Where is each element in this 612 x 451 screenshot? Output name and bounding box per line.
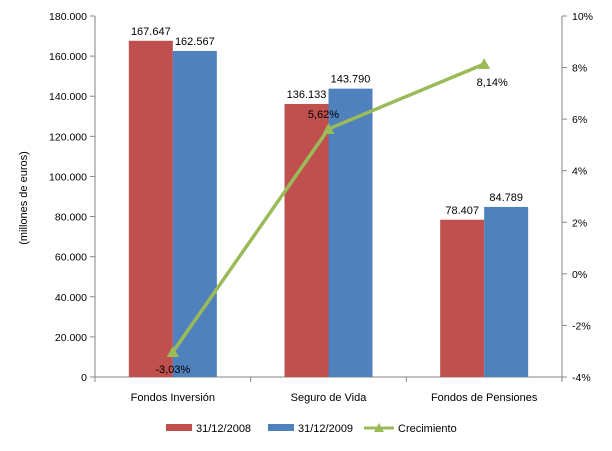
bar — [172, 50, 217, 377]
y-axis-right-tick-label: 8% — [572, 63, 587, 75]
y-axis-left-tick-label: 80.000 — [55, 212, 87, 224]
y-axis-left-tick-label: 0 — [81, 372, 87, 384]
bar-value-label: 84.789 — [489, 192, 523, 204]
y-axis-right: -4% -2% 0% 2% 4% 6% 8% 10% — [561, 11, 593, 384]
x-axis-tick-label: Fondos de Pensiones — [431, 392, 538, 404]
growth-value-label: -3,03% — [155, 364, 190, 376]
growth-point — [166, 345, 179, 357]
x-axis-tick-label: Fondos Inversión — [131, 392, 215, 404]
y-axis-right-tick-label: 6% — [572, 114, 587, 126]
bar — [128, 40, 173, 377]
y-axis-left-tick-label: 20.000 — [55, 332, 87, 344]
y-axis-left-tick-label: 140.000 — [49, 91, 87, 103]
legend-item: 31/12/2009 — [268, 423, 353, 435]
legend-item: Crecimiento — [364, 423, 457, 435]
x-axis-tick-label: Seguro de Vida — [291, 392, 368, 404]
growth-point — [478, 57, 491, 69]
legend-label: 31/12/2009 — [298, 423, 353, 435]
bar-value-label: 162.567 — [175, 36, 215, 48]
bars — [128, 40, 529, 378]
x-axis: Fondos Inversión Seguro de Vida Fondos de … — [94, 376, 563, 404]
growth-value-label: 5,62% — [308, 109, 339, 121]
bar — [284, 103, 329, 377]
y-axis-right-tick-label: -2% — [572, 320, 591, 332]
y-axis-left-tick-label: 160.000 — [49, 51, 87, 63]
bar — [440, 219, 485, 377]
bar-value-label: 136.133 — [287, 89, 327, 101]
y-axis-right-tick-label: 2% — [572, 217, 587, 229]
growth-value-label: 8,14% — [477, 77, 508, 89]
legend-swatch — [166, 424, 192, 431]
y-axis-left-tick-label: 40.000 — [55, 292, 87, 304]
y-axis-left-tick-label: 120.000 — [49, 131, 87, 143]
legend-swatch — [268, 424, 294, 431]
y-axis-left: 0 20.000 40.000 60.000 80.000 100.000 120.000 1… — [49, 11, 96, 384]
y-axis-title: (millones de euros) — [18, 151, 30, 245]
y-axis-left-tick-label: 60.000 — [55, 252, 87, 264]
bar — [484, 206, 529, 377]
bar — [328, 88, 373, 378]
y-axis-right-tick-label: 4% — [572, 166, 587, 178]
legend: 31/12/2008 31/12/2009 Crecimiento — [166, 423, 457, 435]
growth-line — [166, 57, 491, 357]
y-axis-right-tick-label: -4% — [572, 372, 591, 384]
y-axis-left-tick-label: 100.000 — [49, 171, 87, 183]
y-axis-left-tick-label: 180.000 — [49, 11, 87, 23]
legend-label: Crecimiento — [398, 423, 457, 435]
y-axis-right-tick-label: 10% — [572, 11, 593, 23]
legend-swatch-marker — [374, 423, 384, 432]
bar-value-label: 78.407 — [445, 205, 479, 217]
data-labels: 167.647 162.567 136.133 143.790 78.407 84.789… — [131, 26, 523, 376]
legend-item: 31/12/2008 — [166, 423, 251, 435]
bar-value-label: 167.647 — [131, 26, 171, 38]
growth-point — [322, 122, 335, 134]
y-axis-right-tick-label: 0% — [572, 269, 587, 281]
bar-value-label: 143.790 — [331, 74, 371, 86]
legend-label: 31/12/2008 — [196, 423, 251, 435]
